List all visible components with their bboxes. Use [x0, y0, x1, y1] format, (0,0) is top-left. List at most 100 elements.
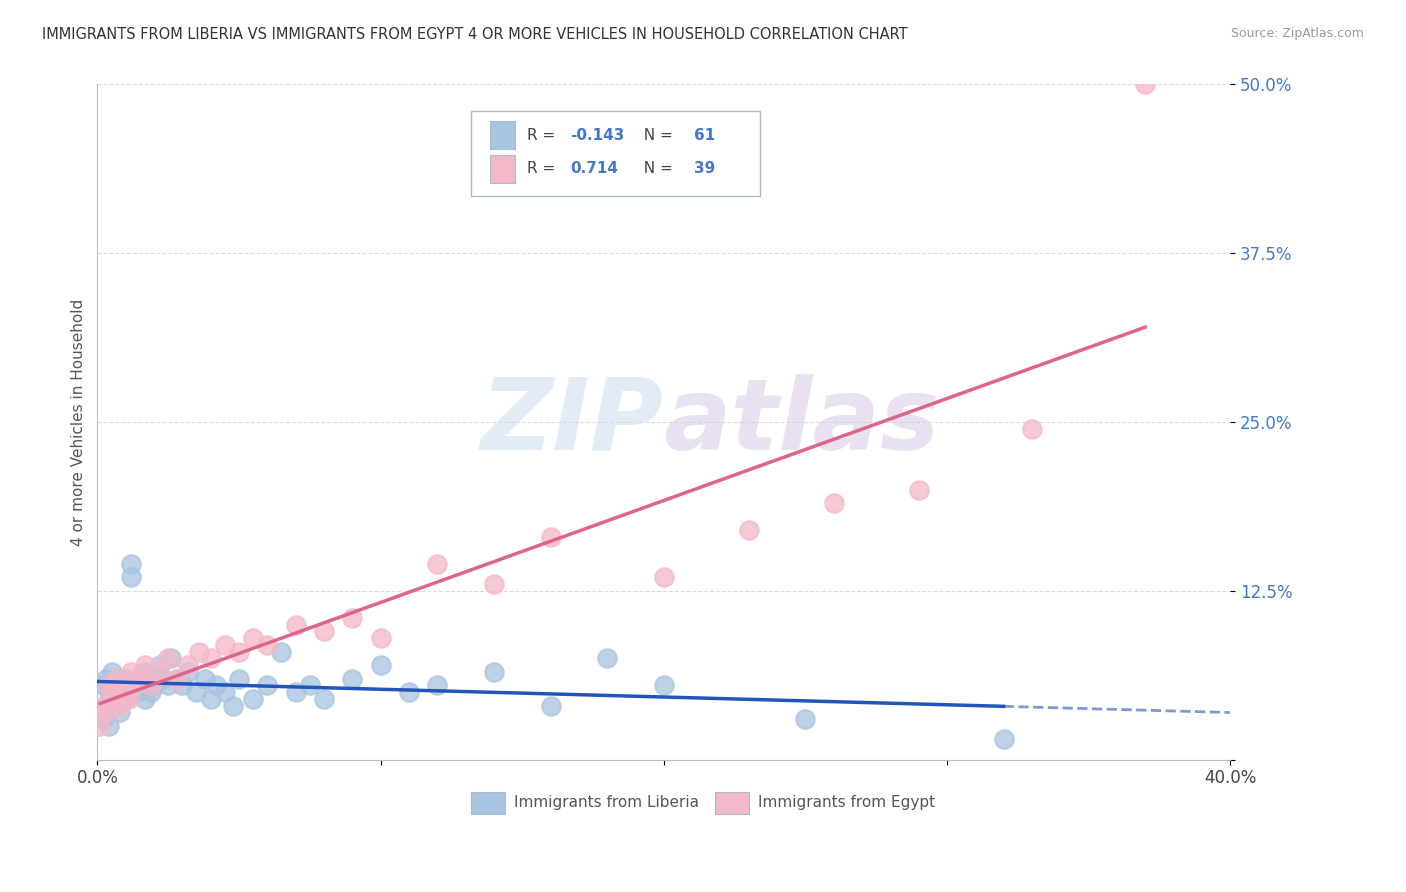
- Text: N =: N =: [634, 128, 678, 143]
- Point: [312, 691, 335, 706]
- Point: [105, 672, 128, 686]
- Point: [100, 665, 122, 679]
- Point: [398, 685, 420, 699]
- Point: [111, 678, 134, 692]
- Text: 61: 61: [695, 128, 716, 143]
- Point: [103, 691, 125, 706]
- Point: [370, 631, 392, 645]
- Point: [97, 678, 120, 692]
- Point: [149, 658, 172, 673]
- Point: [111, 678, 134, 692]
- Point: [108, 706, 131, 720]
- Point: [105, 691, 128, 706]
- Point: [89, 719, 111, 733]
- Point: [117, 685, 139, 699]
- Point: [94, 672, 117, 686]
- Point: [426, 678, 449, 692]
- Text: -0.143: -0.143: [569, 128, 624, 143]
- Point: [149, 665, 172, 679]
- Point: [160, 651, 183, 665]
- Point: [312, 624, 335, 639]
- Point: [177, 665, 200, 679]
- Text: Source: ZipAtlas.com: Source: ZipAtlas.com: [1230, 27, 1364, 40]
- Point: [122, 678, 145, 692]
- FancyBboxPatch shape: [714, 792, 749, 814]
- Point: [482, 665, 505, 679]
- Point: [108, 698, 131, 713]
- Point: [94, 698, 117, 713]
- FancyBboxPatch shape: [471, 112, 761, 196]
- Point: [284, 685, 307, 699]
- Point: [188, 644, 211, 658]
- Point: [136, 678, 159, 692]
- Point: [91, 698, 114, 713]
- Point: [114, 691, 136, 706]
- Point: [270, 644, 292, 658]
- Text: Immigrants from Egypt: Immigrants from Egypt: [758, 796, 935, 810]
- Text: R =: R =: [527, 128, 560, 143]
- Point: [111, 691, 134, 706]
- Point: [94, 706, 117, 720]
- Point: [205, 678, 228, 692]
- Text: IMMIGRANTS FROM LIBERIA VS IMMIGRANTS FROM EGYPT 4 OR MORE VEHICLES IN HOUSEHOLD: IMMIGRANTS FROM LIBERIA VS IMMIGRANTS FR…: [42, 27, 908, 42]
- Point: [114, 672, 136, 686]
- Point: [105, 672, 128, 686]
- Point: [120, 557, 142, 571]
- Point: [117, 691, 139, 706]
- Point: [166, 672, 188, 686]
- Point: [120, 570, 142, 584]
- Point: [540, 530, 562, 544]
- Point: [342, 672, 364, 686]
- Point: [152, 672, 174, 686]
- Point: [177, 658, 200, 673]
- Point: [141, 678, 163, 692]
- Point: [97, 719, 120, 733]
- Point: [91, 678, 114, 692]
- Point: [120, 665, 142, 679]
- Point: [242, 631, 264, 645]
- Point: [122, 678, 145, 692]
- Point: [157, 651, 180, 665]
- Point: [738, 523, 761, 537]
- Point: [172, 678, 194, 692]
- Point: [342, 611, 364, 625]
- Point: [166, 672, 188, 686]
- Point: [103, 678, 125, 692]
- Point: [143, 678, 166, 692]
- FancyBboxPatch shape: [491, 154, 516, 183]
- Point: [482, 577, 505, 591]
- Point: [222, 698, 245, 713]
- Point: [652, 678, 675, 692]
- Point: [200, 651, 222, 665]
- Point: [141, 685, 163, 699]
- Text: ZIP: ZIP: [481, 374, 664, 470]
- Text: atlas: atlas: [664, 374, 941, 470]
- Point: [103, 698, 125, 713]
- Point: [298, 678, 321, 692]
- Point: [794, 712, 817, 726]
- Point: [134, 691, 156, 706]
- Point: [214, 638, 236, 652]
- Point: [228, 644, 250, 658]
- Point: [370, 658, 392, 673]
- Text: N =: N =: [634, 161, 678, 177]
- Text: R =: R =: [527, 161, 560, 177]
- Point: [426, 557, 449, 571]
- Point: [186, 685, 208, 699]
- FancyBboxPatch shape: [491, 121, 516, 149]
- Point: [228, 672, 250, 686]
- Point: [214, 685, 236, 699]
- Point: [194, 672, 217, 686]
- Point: [114, 685, 136, 699]
- Point: [134, 658, 156, 673]
- Point: [108, 685, 131, 699]
- Point: [1021, 422, 1043, 436]
- Point: [91, 712, 114, 726]
- Point: [540, 698, 562, 713]
- Point: [256, 638, 278, 652]
- Point: [89, 706, 111, 720]
- Point: [131, 665, 153, 679]
- Y-axis label: 4 or more Vehicles in Household: 4 or more Vehicles in Household: [72, 299, 86, 546]
- Point: [652, 570, 675, 584]
- Point: [97, 685, 120, 699]
